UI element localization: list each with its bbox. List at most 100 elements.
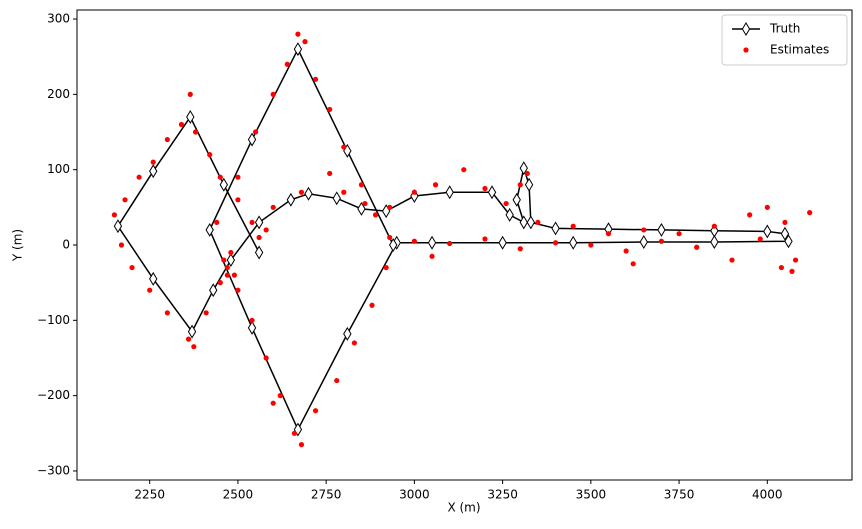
estimate-point bbox=[605, 231, 612, 237]
estimate-point bbox=[432, 182, 439, 188]
estimate-point bbox=[327, 106, 333, 113]
estimate-point bbox=[228, 249, 234, 256]
estimate-point bbox=[217, 280, 223, 286]
y-tick-label: 300 bbox=[47, 12, 70, 26]
truth-marker bbox=[710, 235, 719, 249]
truth-marker bbox=[332, 191, 341, 206]
truth-marker bbox=[186, 109, 195, 124]
estimate-point bbox=[358, 182, 365, 188]
estimate-point bbox=[623, 248, 629, 254]
truth-marker bbox=[254, 215, 264, 230]
estimate-point bbox=[277, 393, 283, 399]
estimate-point bbox=[118, 242, 125, 248]
truth-marker bbox=[286, 192, 296, 207]
x-tick-label: 2750 bbox=[311, 488, 342, 502]
legend-box bbox=[721, 14, 848, 66]
legend-marker bbox=[743, 47, 749, 53]
legend-label: Estimates bbox=[770, 43, 829, 57]
y-tick-label: −200 bbox=[37, 388, 70, 402]
estimate-point bbox=[298, 189, 305, 195]
estimate-point bbox=[570, 223, 576, 229]
estimate-point bbox=[729, 257, 735, 263]
y-axis-label: Y (m) bbox=[11, 229, 25, 262]
estimate-point bbox=[588, 242, 594, 248]
truth-marker bbox=[205, 222, 214, 237]
estimate-point bbox=[192, 129, 199, 135]
estimate-point bbox=[334, 377, 340, 384]
x-tick-label: 2500 bbox=[223, 488, 254, 502]
estimate-point bbox=[630, 261, 636, 267]
estimate-point bbox=[249, 219, 255, 226]
x-tick-label: 2250 bbox=[134, 488, 165, 502]
y-tick-label: −100 bbox=[37, 313, 70, 327]
estimate-point bbox=[552, 240, 559, 246]
y-tick-label: 0 bbox=[62, 238, 70, 252]
estimate-point bbox=[447, 240, 453, 247]
truth-marker bbox=[569, 235, 578, 250]
estimate-point bbox=[312, 408, 319, 414]
estimate-point bbox=[231, 272, 237, 278]
estimate-point bbox=[263, 355, 269, 361]
estimate-point bbox=[782, 219, 788, 226]
estimate-point bbox=[111, 212, 118, 218]
truth-marker bbox=[519, 215, 528, 230]
truth-marker bbox=[149, 164, 158, 179]
estimate-point bbox=[221, 257, 227, 263]
estimate-point bbox=[341, 189, 347, 195]
truth-marker bbox=[254, 245, 264, 260]
estimate-point bbox=[641, 227, 647, 233]
estimate-point bbox=[792, 257, 799, 263]
estimate-point bbox=[224, 264, 230, 271]
estimate-point bbox=[249, 317, 255, 323]
estimate-point bbox=[298, 441, 305, 448]
estimate-point bbox=[517, 246, 523, 252]
x-tick-label: 4000 bbox=[752, 488, 783, 502]
truth-marker bbox=[780, 226, 790, 241]
y-tick-label: −300 bbox=[37, 463, 70, 477]
estimate-point bbox=[411, 238, 417, 244]
estimate-point bbox=[136, 174, 142, 180]
x-tick-label: 3250 bbox=[487, 488, 518, 502]
estimate-point bbox=[207, 152, 213, 158]
estimate-point bbox=[185, 336, 192, 342]
estimate-point bbox=[256, 234, 262, 241]
truth-marker bbox=[524, 177, 534, 192]
truth-marker bbox=[247, 132, 257, 147]
estimate-point bbox=[203, 310, 209, 316]
x-tick-label: 3750 bbox=[664, 488, 695, 502]
estimate-point bbox=[503, 200, 509, 207]
truth-marker bbox=[357, 201, 366, 216]
estimate-point bbox=[164, 310, 170, 316]
estimate-point bbox=[122, 197, 128, 203]
estimate-point bbox=[327, 170, 333, 177]
truth-marker bbox=[763, 224, 772, 239]
estimate-point bbox=[263, 227, 269, 233]
estimate-point bbox=[312, 76, 319, 82]
truth-marker bbox=[113, 219, 123, 234]
truth-marker bbox=[343, 326, 352, 341]
truth-marker bbox=[498, 235, 507, 250]
plot-frame bbox=[76, 9, 853, 481]
truth-marker bbox=[551, 221, 560, 236]
estimate-point bbox=[383, 264, 389, 271]
estimate-point bbox=[191, 344, 197, 350]
x-tick-label: 3000 bbox=[399, 488, 430, 502]
truth-marker bbox=[226, 253, 236, 268]
estimate-point bbox=[757, 236, 763, 242]
estimate-point bbox=[524, 170, 530, 177]
estimate-point bbox=[461, 167, 467, 173]
estimate-point bbox=[150, 159, 156, 165]
truth-marker bbox=[293, 42, 303, 57]
truth-marker bbox=[784, 234, 793, 249]
truth-marker bbox=[505, 207, 514, 222]
truth-marker bbox=[209, 283, 218, 298]
estimate-point bbox=[711, 223, 717, 229]
legend-marker bbox=[741, 22, 751, 36]
truth-marker bbox=[293, 422, 303, 437]
estimate-point bbox=[351, 340, 357, 346]
truth-marker bbox=[657, 222, 666, 237]
estimate-point bbox=[284, 61, 290, 67]
truth-marker bbox=[519, 161, 528, 176]
estimate-point bbox=[252, 129, 259, 135]
